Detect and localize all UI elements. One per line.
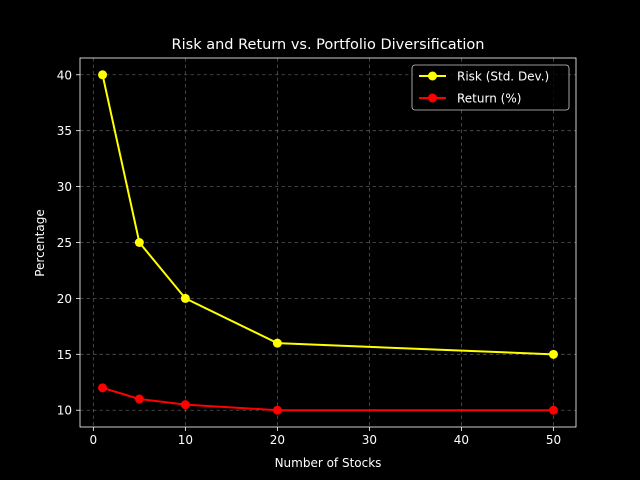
legend: Risk (Std. Dev.) Return (%): [411, 64, 570, 111]
data-point-return: [548, 405, 558, 415]
y-tick-label: 30: [57, 180, 72, 194]
ticks: 0 10 20 30 40 50 10 15 20 25 30 35 40: [57, 68, 561, 447]
data-point-return: [180, 400, 190, 410]
x-tick-label: 40: [454, 433, 469, 447]
legend-marker-return: [428, 93, 437, 103]
y-tick-label: 15: [57, 348, 72, 362]
y-axis-label: Percentage: [33, 209, 47, 277]
y-tick-label: 20: [57, 292, 72, 306]
x-tick-label: 10: [178, 433, 193, 447]
data-point-return: [134, 394, 144, 404]
data-point-return: [272, 405, 282, 415]
data-point-risk: [134, 238, 144, 247]
legend-label-return: Return (%): [457, 92, 521, 106]
data-point-risk: [180, 293, 190, 303]
plot-area: [80, 58, 576, 427]
x-tick-label: 50: [546, 433, 561, 447]
legend-box: [411, 64, 570, 111]
data-point-risk: [548, 349, 558, 359]
x-tick-label: 0: [90, 433, 98, 447]
data-point-return: [98, 383, 108, 393]
x-tick-label: 20: [270, 433, 285, 447]
x-axis-label: Number of Stocks: [275, 456, 382, 470]
x-tick-label: 30: [362, 433, 377, 447]
y-tick-label: 35: [57, 124, 72, 138]
data-point-risk: [272, 338, 282, 348]
legend-label-risk: Risk (Std. Dev.): [457, 70, 549, 84]
y-tick-label: 10: [57, 404, 72, 418]
chart-title: Risk and Return vs. Portfolio Diversific…: [172, 37, 485, 53]
y-tick-label: 40: [57, 68, 72, 82]
series-layer: [98, 70, 558, 415]
y-tick-label: 25: [57, 236, 72, 250]
data-point-risk: [98, 70, 108, 80]
legend-marker-risk: [428, 71, 437, 81]
